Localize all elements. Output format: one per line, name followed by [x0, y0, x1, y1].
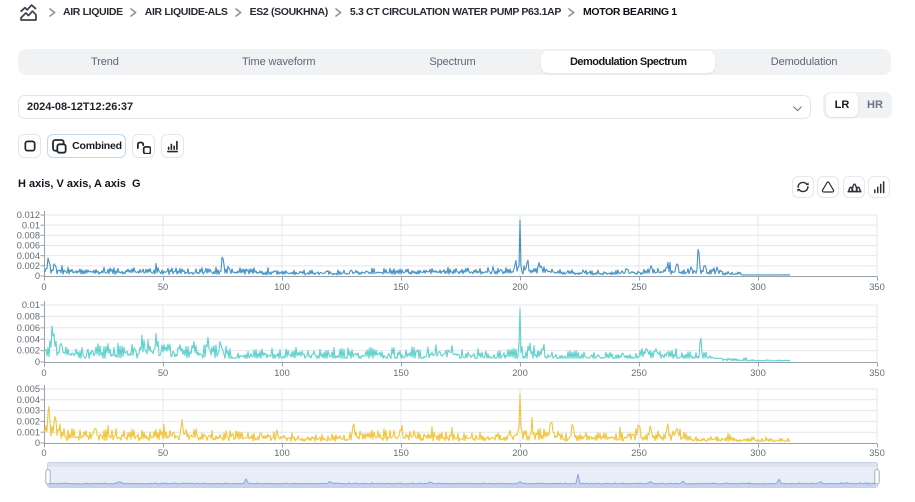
svg-text:200: 200: [512, 448, 528, 458]
svg-text:100: 100: [274, 282, 290, 292]
svg-text:100: 100: [274, 448, 290, 458]
svg-text:0: 0: [41, 368, 46, 378]
svg-text:150: 150: [393, 282, 409, 292]
svg-text:0: 0: [35, 357, 40, 367]
svg-text:100: 100: [274, 368, 290, 378]
svg-text:300: 300: [750, 448, 766, 458]
svg-text:0.004: 0.004: [17, 334, 40, 344]
svg-text:0: 0: [41, 448, 46, 458]
svg-text:250: 250: [631, 368, 647, 378]
svg-text:300: 300: [750, 368, 766, 378]
svg-text:250: 250: [631, 282, 647, 292]
svg-text:350: 350: [869, 368, 885, 378]
svg-text:0.006: 0.006: [17, 323, 40, 333]
svg-text:200: 200: [512, 282, 528, 292]
svg-text:0: 0: [35, 271, 40, 281]
svg-text:0.01: 0.01: [22, 300, 40, 310]
svg-text:0: 0: [35, 438, 40, 448]
svg-text:0.002: 0.002: [17, 346, 40, 356]
svg-text:0.008: 0.008: [17, 312, 40, 322]
svg-text:0.002: 0.002: [17, 261, 40, 271]
svg-text:300: 300: [750, 282, 766, 292]
svg-text:250: 250: [631, 448, 647, 458]
svg-text:350: 350: [869, 282, 885, 292]
svg-text:0.003: 0.003: [17, 406, 40, 416]
svg-text:0.002: 0.002: [17, 417, 40, 427]
svg-text:0.001: 0.001: [17, 427, 40, 437]
svg-text:350: 350: [869, 448, 885, 458]
svg-text:0.006: 0.006: [17, 241, 40, 251]
svg-text:50: 50: [158, 282, 168, 292]
svg-text:150: 150: [393, 368, 409, 378]
svg-text:0.008: 0.008: [17, 230, 40, 240]
svg-text:0.012: 0.012: [17, 210, 40, 220]
svg-text:150: 150: [393, 448, 409, 458]
svg-text:200: 200: [512, 368, 528, 378]
svg-text:0.004: 0.004: [17, 251, 40, 261]
svg-text:0.004: 0.004: [17, 395, 40, 405]
svg-text:50: 50: [158, 368, 168, 378]
svg-text:0.01: 0.01: [22, 220, 40, 230]
svg-text:0: 0: [41, 282, 46, 292]
svg-text:50: 50: [158, 448, 168, 458]
svg-text:0.005: 0.005: [17, 384, 40, 394]
